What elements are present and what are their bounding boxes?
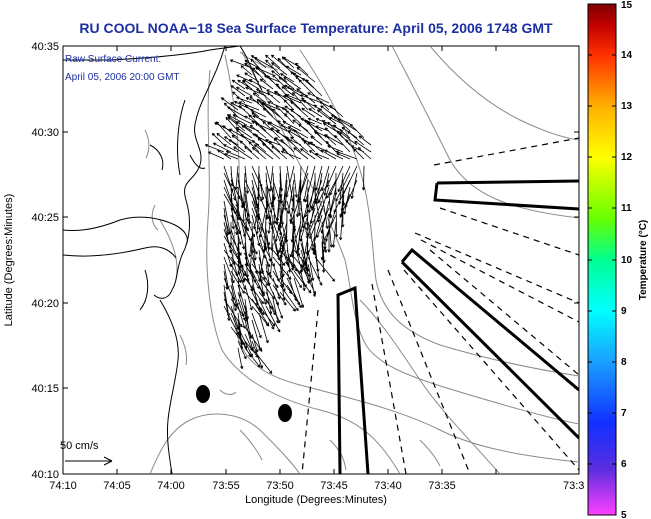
temperature-colorbar: 5 6 7 8 9 10 11 12 13 14 15 Temperature …	[587, 0, 649, 519]
annotation-line-2: April 05, 2006 20:00 GMT	[65, 72, 180, 83]
scale-arrow	[65, 456, 113, 466]
colorbar-tick: 11	[621, 203, 632, 214]
scale-label: 50 cm/s	[60, 440, 99, 452]
y-tick-label: 40:20	[31, 298, 59, 310]
x-tick-label: 73:45	[320, 480, 348, 492]
x-tick-label: 73:3	[563, 480, 584, 492]
x-tick-label: 74:10	[49, 480, 77, 492]
coastline	[63, 46, 263, 474]
colorbar-tick: 9	[621, 306, 627, 317]
colorbar-tick: 6	[621, 459, 627, 470]
colorbar-tick: 10	[621, 255, 633, 266]
x-tick-label: 74:05	[103, 480, 131, 492]
y-tick-label: 40:25	[31, 212, 59, 224]
colorbar-label: Temperature (°C)	[638, 220, 649, 301]
harbor-markers	[196, 385, 292, 422]
y-axis-label: Latitude (Degrees:Minutes)	[3, 194, 15, 327]
colorbar-tick: 13	[621, 101, 633, 112]
x-tick-label: 74:00	[157, 480, 185, 492]
radial-coverage-outlines	[336, 179, 579, 474]
map-plot-area: 50 cm/s Raw Surface Current: April 05, 2…	[60, 45, 580, 475]
colorbar-tick: 8	[621, 357, 627, 368]
map-title: RU COOL NOAA−18 Sea Surface Temperature:…	[79, 20, 553, 36]
x-tick-label: 73:55	[212, 480, 240, 492]
surface-current-vectors	[204, 54, 372, 374]
x-tick-label: 73:35	[428, 480, 456, 492]
colorbar-tick: 7	[621, 408, 627, 419]
colorbar-tick: 5	[621, 510, 627, 519]
colorbar-tick: 15	[621, 0, 633, 11]
x-axis-label: Longitude (Degrees:Minutes)	[245, 494, 387, 506]
y-axis: 40:10 40:15 40:20 40:25 40:30 40:35 Lati…	[3, 41, 579, 481]
radial-dashed-lines	[301, 137, 579, 474]
x-tick-label: 73:50	[266, 480, 294, 492]
y-tick-label: 40:35	[31, 41, 59, 53]
colorbar-tick: 12	[621, 152, 633, 163]
annotation-line-1: Raw Surface Current:	[65, 54, 161, 65]
current-vector-arrows	[204, 54, 372, 374]
x-tick-label: 73:40	[374, 480, 402, 492]
y-tick-label: 40:30	[31, 127, 59, 139]
x-axis: 74:10 74:05 74:00 73:55 73:50 73:45 73:4…	[49, 46, 584, 506]
colorbar-tick: 14	[621, 50, 633, 61]
y-tick-label: 40:10	[31, 469, 59, 481]
y-tick-label: 40:15	[31, 383, 59, 395]
